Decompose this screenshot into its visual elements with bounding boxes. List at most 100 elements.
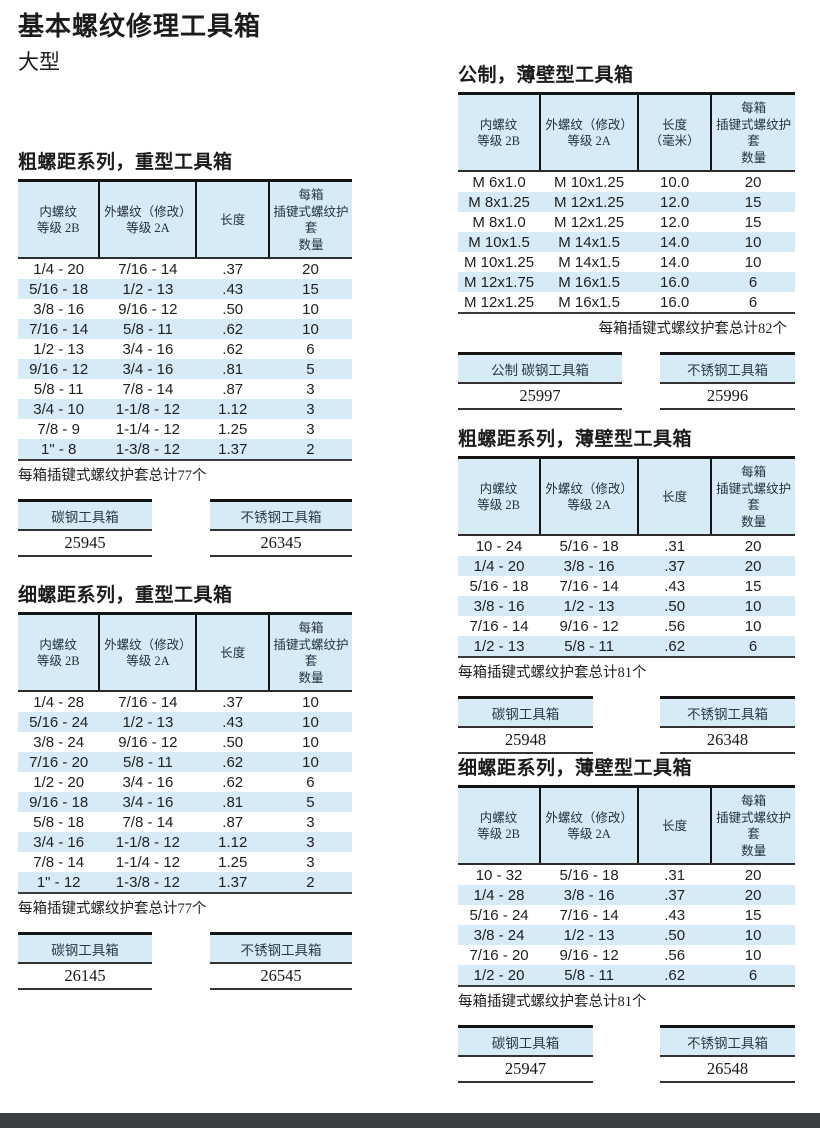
spec-table: 内螺纹 等级 2B 外螺纹（修改） 等级 2A 长度 （毫米） 每箱 插键式螺纹护套 … <box>458 92 795 314</box>
part-box-label: 不锈钢工具箱 <box>660 1028 795 1057</box>
cell: 1.37 <box>196 872 269 893</box>
cell: 10.0 <box>660 173 690 191</box>
cell: 5/8 - 18 <box>33 813 85 831</box>
table-row: 1/2 - 20 5/8 - 11.62 6 <box>458 965 795 986</box>
table-footnote: 每箱插键式螺纹护套总计77个 <box>18 468 207 484</box>
column-header: 长度 <box>637 786 712 865</box>
cell: .62 <box>638 636 712 657</box>
part-number: 25945 <box>18 531 152 557</box>
column-header: 外螺纹（修改） 等级 2A <box>539 457 639 536</box>
cell: .43 <box>196 712 269 732</box>
part-number-box: 不锈钢工具箱 26348 <box>660 696 795 754</box>
cell: 9/16 - 12 <box>559 946 619 964</box>
cell: .37 <box>638 556 712 576</box>
cell: 5/16 - 18 <box>559 866 619 884</box>
cell: 3 <box>306 813 315 831</box>
table-body: 10 - 24 5/16 - 18.31 20 1/4 - 20 3/8 - 16.37… <box>458 535 795 657</box>
cell: M 12x1.75 <box>458 272 541 292</box>
cell: 7/8 - 14 <box>122 813 174 831</box>
cell: 7/16 - 20 <box>18 752 100 772</box>
column-header: 内螺纹 等级 2B <box>18 180 100 259</box>
cell: .87 <box>222 813 244 831</box>
part-number-box: 碳钢工具箱 25947 <box>458 1025 593 1083</box>
cell: 7/8 - 9 <box>37 420 80 438</box>
table-row: 1/4 - 28 3/8 - 16.37 20 <box>458 885 795 905</box>
table-row: 3/8 - 24 1/2 - 13.50 10 <box>458 925 795 945</box>
cell: 2 <box>268 439 352 460</box>
cell: 5/16 - 18 <box>469 577 529 595</box>
part-boxes: 碳钢工具箱 26145 不锈钢工具箱 26545 <box>18 932 352 990</box>
cell: 3/4 - 16 <box>18 832 100 852</box>
cell: 5 <box>268 792 352 812</box>
cell: 1" - 8 <box>18 439 100 460</box>
column-header: 内螺纹 等级 2B <box>458 457 541 536</box>
cell: 3/4 - 16 <box>122 340 174 358</box>
cell: 3/8 - 24 <box>33 733 85 751</box>
table-row: 10 - 32 5/16 - 18 .31 20 <box>458 864 795 885</box>
part-number: 26145 <box>18 964 152 990</box>
part-box-label: 不锈钢工具箱 <box>660 699 795 728</box>
cell: 5/16 - 24 <box>469 906 529 924</box>
table-row: 3/8 - 24 9/16 - 12 .50 10 <box>18 732 352 752</box>
table-row: 5/8 - 11 7/8 - 14 .87 3 <box>18 379 352 399</box>
spec-table: 内螺纹 等级 2B 外螺纹（修改） 等级 2A 长度 每箱 插键式螺纹护套 数量 1/… <box>18 612 352 894</box>
cell: M 6x1.0 <box>472 173 526 191</box>
cell: .50 <box>638 925 712 945</box>
cell: 10 <box>302 733 319 751</box>
cell: .31 <box>664 537 686 555</box>
section-title: 粗螺距系列，重型工具箱 <box>18 152 233 173</box>
cell: 14.0 <box>660 253 690 271</box>
part-number-box: 不锈钢工具箱 26345 <box>210 499 352 557</box>
column-header: 外螺纹（修改） 等级 2A <box>98 180 197 259</box>
cell: 1/2 - 13 <box>33 340 85 358</box>
part-box-label: 不锈钢工具箱 <box>660 355 795 384</box>
cell: M 8x1.0 <box>472 213 526 231</box>
spec-table: 内螺纹 等级 2B 外螺纹（修改） 等级 2A 长度 每箱 插键式螺纹护套 数量 10… <box>458 785 795 987</box>
part-number-box: 不锈钢工具箱 26548 <box>660 1025 795 1083</box>
cell: 10 <box>744 253 762 271</box>
column-header: 每箱 插键式螺纹护套 数量 <box>710 93 795 172</box>
cell: 12.0 <box>660 213 690 231</box>
column-header: 每箱 插键式螺纹护套 数量 <box>267 613 352 692</box>
column-header: 长度 <box>195 180 269 259</box>
cell: 10 <box>744 946 762 964</box>
cell: .62 <box>222 340 244 358</box>
table-row: M 10x1.5 M 14x1.5 14.0 10 <box>458 232 795 252</box>
column-header: 每箱 插键式螺纹护套 数量 <box>710 457 795 536</box>
cell: .50 <box>222 300 244 318</box>
table-row: 7/16 - 20 9/16 - 12 .56 10 <box>458 945 795 965</box>
table-row: 1/4 - 28 7/16 - 14 .37 10 <box>18 691 352 712</box>
column-header: 长度 （毫米） <box>637 93 712 172</box>
column-header: 外螺纹（修改） 等级 2A <box>539 93 639 172</box>
cell: 10 <box>711 232 795 252</box>
cell: 1/4 - 28 <box>33 693 85 711</box>
cell: 5/8 - 11 <box>99 752 197 772</box>
part-boxes: 碳钢工具箱 25947 不锈钢工具箱 26548 <box>458 1025 795 1083</box>
cell: M 12x1.25 <box>464 293 535 311</box>
cell: 1.37 <box>196 439 269 460</box>
column-header: 内螺纹 等级 2B <box>18 613 100 692</box>
cell: 7/16 - 14 <box>118 260 178 278</box>
table-row: M 12x1.25 M 16x1.5 16.0 6 <box>458 292 795 313</box>
part-number-box: 不锈钢工具箱 26545 <box>210 932 352 990</box>
cell: M 8x1.25 <box>458 192 541 212</box>
cell: 1-1/8 - 12 <box>99 832 197 852</box>
header-row: 内螺纹 等级 2B 外螺纹（修改） 等级 2A 长度 每箱 插键式螺纹护套 数量 <box>18 613 352 692</box>
cell: 12.0 <box>638 192 712 212</box>
cell: 3 <box>268 832 352 852</box>
cell: 9/16 - 12 <box>118 733 178 751</box>
cell: M 10x1.25 <box>464 253 535 271</box>
table-footnote: 每箱插键式螺纹护套总计77个 <box>18 901 207 917</box>
cell: 10 <box>302 300 319 318</box>
cell: 7/8 - 14 <box>122 380 174 398</box>
cell: 3 <box>268 399 352 419</box>
table-row: 1" - 12 1-3/8 - 12 1.37 2 <box>18 872 352 893</box>
cell: 10 <box>268 752 352 772</box>
cell: 6 <box>711 272 795 292</box>
cell: 10 <box>744 617 762 635</box>
cell: 6 <box>711 636 795 657</box>
cell: 15 <box>744 577 762 595</box>
table-row: 9/16 - 18 3/4 - 16.81 5 <box>18 792 352 812</box>
cell: 10 <box>711 925 795 945</box>
table-row: 1/4 - 20 3/8 - 16.37 20 <box>458 556 795 576</box>
